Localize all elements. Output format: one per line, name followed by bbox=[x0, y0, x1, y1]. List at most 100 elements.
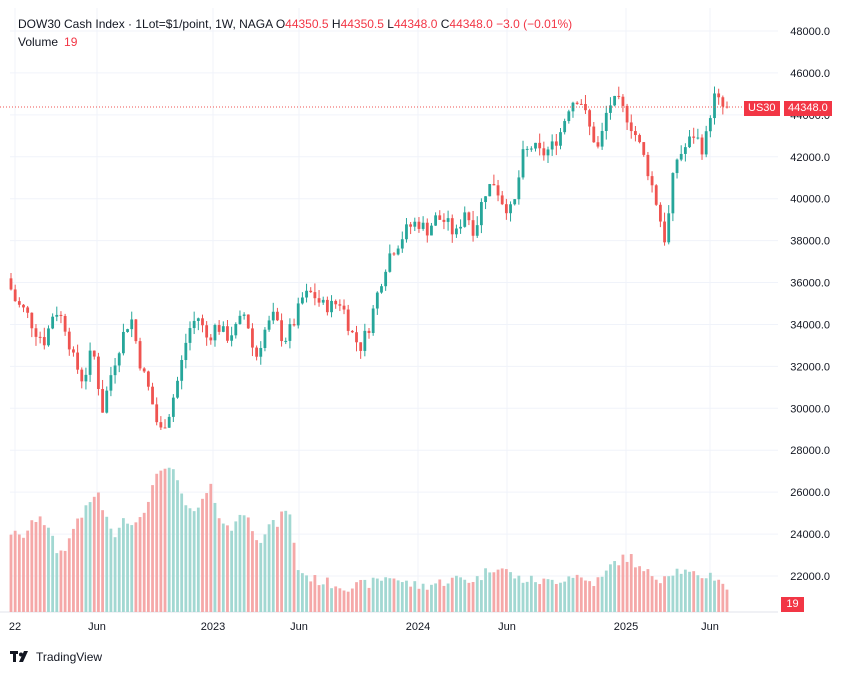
candle-body bbox=[634, 131, 637, 136]
volume-bar bbox=[167, 467, 171, 612]
volume-bar bbox=[59, 550, 63, 612]
candle-body bbox=[192, 320, 196, 329]
candle-body bbox=[47, 328, 50, 346]
candle-body bbox=[700, 137, 704, 155]
candle-body bbox=[538, 142, 542, 149]
volume-legend[interactable]: Volume 19 bbox=[18, 35, 77, 49]
candle-body bbox=[484, 196, 487, 203]
volume-bar bbox=[309, 581, 313, 612]
candle-body bbox=[184, 342, 188, 361]
volume-bar bbox=[317, 585, 321, 612]
y-tick-label: 28000.0 bbox=[790, 445, 830, 457]
volume-bar bbox=[479, 580, 483, 612]
volume-bar bbox=[205, 493, 209, 612]
volume-bar bbox=[188, 508, 192, 612]
volume-bar bbox=[342, 590, 346, 612]
brand-name: TradingView bbox=[36, 650, 103, 664]
candle-body bbox=[592, 126, 596, 143]
volume-bar bbox=[388, 578, 392, 612]
volume-bar bbox=[642, 571, 646, 612]
volume-bar bbox=[196, 507, 200, 612]
candle-body bbox=[280, 320, 283, 342]
candle-body bbox=[475, 225, 479, 236]
volume-bar bbox=[546, 579, 550, 612]
y-tick-label: 38000.0 bbox=[790, 236, 830, 248]
volume-bar bbox=[629, 554, 633, 612]
candle-body bbox=[471, 220, 475, 236]
candle-body bbox=[513, 199, 517, 205]
candle-body bbox=[196, 318, 200, 321]
candle-body bbox=[55, 314, 59, 317]
volume-bar bbox=[504, 569, 508, 612]
candle-body bbox=[371, 308, 375, 333]
volume-bar bbox=[430, 584, 433, 612]
price-axis[interactable]: 48000.046000.044000.042000.040000.038000… bbox=[790, 26, 830, 583]
y-tick-label: 32000.0 bbox=[790, 361, 830, 373]
volume-bar bbox=[72, 528, 75, 612]
candle-body bbox=[617, 95, 621, 97]
candle-body bbox=[217, 325, 221, 332]
volume-bar bbox=[292, 542, 296, 612]
volume-bar bbox=[201, 498, 204, 612]
volume-bar bbox=[26, 530, 30, 612]
candle-body bbox=[350, 330, 354, 333]
volume-bar bbox=[80, 517, 84, 612]
candle-body bbox=[51, 316, 55, 329]
volume-bar bbox=[621, 554, 625, 612]
candle-body bbox=[425, 222, 429, 236]
candle-body bbox=[417, 221, 421, 229]
symbol-title[interactable]: DOW30 Cash Index · 1Lot=$1/point, 1W, NA… bbox=[18, 17, 273, 31]
volume-bar bbox=[550, 579, 554, 612]
volume-bar bbox=[517, 575, 521, 612]
time-axis[interactable]: 22 Jun 2023 Jun 2024 Jun 2025 Jun bbox=[9, 621, 719, 633]
candle-body bbox=[113, 365, 117, 376]
y-tick-label: 22000.0 bbox=[790, 571, 830, 583]
volume-bar bbox=[584, 580, 587, 612]
y-tick-label: 40000.0 bbox=[790, 194, 830, 206]
candle-body bbox=[355, 332, 358, 343]
volume-bar bbox=[575, 574, 579, 612]
candle-body bbox=[459, 226, 462, 229]
candle-body bbox=[534, 142, 537, 149]
candle-body bbox=[97, 356, 100, 389]
x-tick-label: 2024 bbox=[406, 621, 430, 633]
candle-body bbox=[434, 215, 438, 226]
candle-body bbox=[517, 177, 521, 200]
volume-bar bbox=[600, 576, 604, 612]
candle-body bbox=[675, 159, 679, 174]
candle-body bbox=[704, 131, 708, 155]
volume-bar bbox=[559, 582, 562, 612]
candle-body bbox=[380, 286, 383, 293]
volume-bar bbox=[542, 578, 546, 612]
volume-bar bbox=[280, 511, 283, 612]
x-tick-label: Jun bbox=[701, 621, 719, 633]
candle-body bbox=[167, 416, 171, 428]
volume-tag: 19 bbox=[781, 597, 804, 612]
candle-body bbox=[238, 315, 242, 324]
volume-bar bbox=[230, 530, 234, 612]
candle-body bbox=[288, 324, 292, 341]
candle-body bbox=[146, 371, 150, 387]
volume-bar bbox=[713, 580, 716, 612]
volume-label: Volume bbox=[18, 35, 59, 49]
volume-bar bbox=[638, 566, 641, 612]
y-tick-label: 26000.0 bbox=[790, 487, 830, 499]
candle-body bbox=[317, 298, 321, 303]
candle-body bbox=[313, 292, 317, 299]
volume-bar bbox=[554, 583, 558, 612]
grid-lines bbox=[0, 8, 778, 613]
volume-bar bbox=[692, 571, 696, 612]
volume-bar bbox=[392, 578, 396, 612]
volume-bar bbox=[151, 485, 154, 612]
tradingview-logo[interactable]: TradingView bbox=[10, 650, 102, 664]
candle-body bbox=[559, 132, 562, 146]
volume-bar bbox=[259, 542, 263, 612]
volume-bar bbox=[242, 515, 246, 612]
volume-bar bbox=[101, 510, 104, 612]
candle-body bbox=[213, 325, 217, 341]
candle-body bbox=[688, 136, 691, 148]
volume-bar bbox=[475, 576, 479, 612]
volume-bar bbox=[534, 582, 537, 612]
volume-bar bbox=[92, 496, 96, 612]
